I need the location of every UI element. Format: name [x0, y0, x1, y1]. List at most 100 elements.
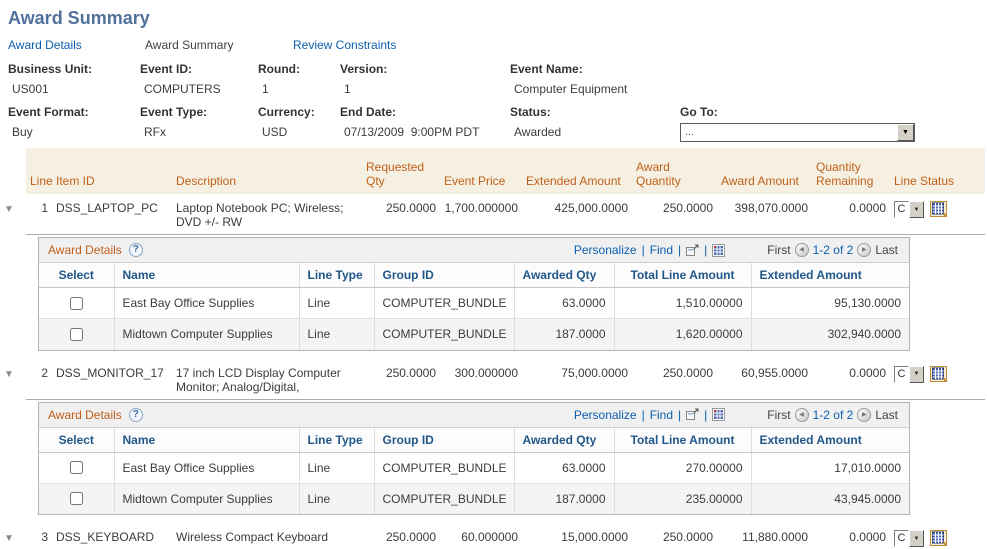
dropdown-arrow-icon[interactable]: ▼	[909, 201, 924, 218]
awarded-qty: 63.0000	[513, 452, 614, 484]
line-number: 1	[26, 194, 52, 235]
dropdown-arrow-icon[interactable]: ▼	[909, 365, 924, 383]
col-extended-amount: Extended Amount	[750, 263, 909, 288]
popout-icon[interactable]	[686, 408, 699, 421]
col-quantity-remaining: Quantity Remaining	[812, 148, 890, 194]
col-total-line-amount: Total Line Amount	[613, 427, 751, 453]
line-status-select[interactable]: C ▼	[894, 365, 924, 383]
last-link[interactable]: Last	[875, 407, 898, 422]
item-description: Laptop Notebook PC; Wireless; DVD +/- RW	[172, 194, 362, 235]
extended-amount: 15,000.0000	[522, 523, 632, 549]
total-line-amount: 235.00000	[613, 483, 751, 514]
dropdown-arrow-icon[interactable]: ▼	[909, 530, 924, 547]
calculator-icon[interactable]	[930, 201, 948, 220]
award-details-title: Award Details	[48, 243, 122, 257]
main-row-2: ▼ 2 DSS_MONITOR_17 17 inch LCD Display C…	[0, 358, 985, 400]
line-type: Line	[298, 452, 374, 484]
subgrid-header-row: Select Name Line Type Group ID Awarded Q…	[39, 427, 909, 453]
calculator-icon[interactable]	[930, 530, 948, 549]
requested-qty: 250.0000	[362, 194, 440, 235]
currency-value: USD	[262, 125, 288, 139]
calculator-icon[interactable]	[930, 365, 948, 385]
select-checkbox[interactable]	[70, 327, 84, 341]
collapse-section-icon[interactable]: ▼	[4, 533, 14, 544]
grid-toolbar: Award Details ? Personalize | Find | | F…	[39, 402, 909, 428]
col-line-type: Line Type	[298, 263, 374, 288]
goto-select-value: ...	[685, 126, 695, 138]
line-status-select[interactable]: C ▼	[894, 530, 924, 547]
select-checkbox[interactable]	[70, 492, 84, 506]
round-value: 1	[262, 82, 269, 96]
bidder-name: East Bay Office Supplies	[113, 287, 299, 319]
col-total-line-amount: Total Line Amount	[613, 263, 751, 288]
page-nav: Award Details Award Summary Review Const…	[8, 38, 987, 52]
col-award-amount: Award Amount	[717, 148, 812, 194]
goto-select[interactable]: ... ▼	[680, 123, 915, 142]
award-quantity: 250.0000	[632, 523, 717, 549]
help-icon[interactable]: ?	[128, 407, 143, 422]
page-title: Award Summary	[8, 8, 150, 28]
find-link[interactable]: Find	[649, 243, 674, 257]
first-link[interactable]: First	[767, 243, 791, 257]
nav-award-details[interactable]: Award Details	[8, 38, 82, 52]
next-page-icon[interactable]: ▶	[857, 243, 872, 257]
version-label: Version:	[340, 62, 388, 76]
award-details-grid: Award Details ? Personalize | Find | | F…	[38, 237, 910, 351]
collapse-section-icon[interactable]: ▼	[4, 204, 14, 215]
personalize-link[interactable]: Personalize	[573, 243, 637, 257]
group-id: COMPUTER_BUNDLE	[373, 452, 514, 484]
extended-amount: 95,130.0000	[750, 287, 909, 319]
goto-label: Go To:	[680, 105, 718, 119]
grid-toolbar: Award Details ? Personalize | Find | | F…	[39, 238, 909, 263]
select-checkbox[interactable]	[70, 461, 84, 474]
award-details-section-2: Award Details ? Personalize | Find | | F…	[0, 399, 985, 523]
line-number: 3	[26, 523, 52, 549]
page-range: 1-2 of 2	[812, 407, 854, 422]
nav-review-constraints[interactable]: Review Constraints	[293, 38, 397, 52]
last-link[interactable]: Last	[875, 243, 898, 257]
prev-page-icon[interactable]: ◀	[794, 407, 809, 422]
spreadsheet-icon[interactable]	[712, 243, 726, 257]
table-row: Midtown Computer Supplies Line COMPUTER_…	[39, 318, 909, 350]
event-name-value: Computer Equipment	[514, 82, 628, 96]
help-icon[interactable]: ?	[128, 243, 143, 257]
status-value: Awarded	[514, 125, 562, 139]
col-description: Description	[172, 148, 362, 194]
collapse-section-icon[interactable]: ▼	[4, 368, 14, 380]
award-amount: 60,955.0000	[717, 358, 812, 400]
round-label: Round:	[258, 62, 300, 76]
total-line-amount: 270.00000	[613, 452, 751, 484]
find-link[interactable]: Find	[649, 407, 674, 422]
award-quantity: 250.0000	[632, 194, 717, 235]
personalize-link[interactable]: Personalize	[573, 407, 637, 422]
award-summary-grid: Line Item ID Description Requested Qty E…	[0, 148, 985, 549]
business-unit-value: US001	[12, 82, 49, 96]
col-select: Select	[39, 263, 114, 288]
toolbar-separator: |	[678, 407, 682, 422]
col-line-status: Line Status	[890, 148, 985, 194]
col-name: Name	[113, 427, 299, 453]
business-unit-label: Business Unit:	[8, 62, 93, 76]
extended-amount: 17,010.0000	[750, 452, 909, 484]
total-line-amount: 1,620.00000	[613, 318, 751, 350]
popout-icon[interactable]	[686, 244, 699, 257]
first-link[interactable]: First	[767, 407, 791, 422]
event-price: 60.000000	[440, 523, 522, 549]
select-checkbox[interactable]	[70, 296, 84, 310]
col-event-price: Event Price	[440, 148, 522, 194]
line-status-value: C	[894, 201, 909, 218]
col-awarded-qty: Awarded Qty	[513, 427, 614, 453]
dropdown-arrow-icon[interactable]: ▼	[897, 124, 914, 141]
line-type: Line	[298, 483, 374, 514]
prev-page-icon[interactable]: ◀	[794, 243, 809, 257]
line-status-select[interactable]: C ▼	[894, 201, 924, 218]
award-amount: 11,880.0000	[717, 523, 812, 549]
spreadsheet-icon[interactable]	[712, 408, 726, 421]
next-page-icon[interactable]: ▶	[857, 407, 872, 422]
col-item-id: Item ID	[52, 148, 172, 194]
event-header-fields: Business Unit: US001 Event ID: COMPUTERS R…	[8, 62, 987, 142]
award-details-title: Award Details	[48, 407, 122, 422]
toolbar-separator: |	[678, 243, 682, 257]
page-range: 1-2 of 2	[812, 243, 854, 257]
